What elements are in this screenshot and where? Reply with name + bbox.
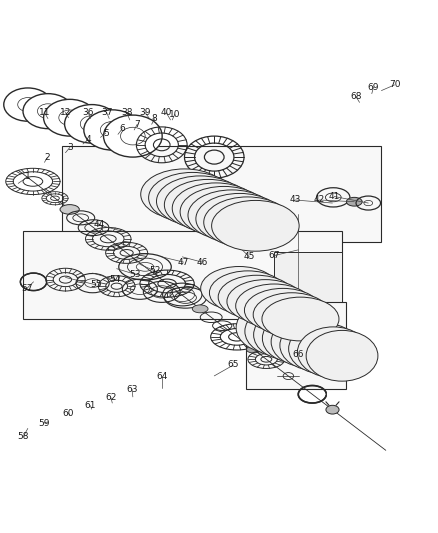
Text: 46: 46 <box>196 257 207 266</box>
Text: 36: 36 <box>82 108 94 117</box>
Text: 38: 38 <box>121 108 132 117</box>
Text: 2: 2 <box>45 152 50 161</box>
Text: 65: 65 <box>227 360 239 369</box>
Ellipse shape <box>192 305 208 313</box>
Ellipse shape <box>148 172 236 223</box>
Ellipse shape <box>246 346 260 353</box>
Ellipse shape <box>305 330 377 381</box>
Ellipse shape <box>209 271 286 314</box>
Ellipse shape <box>271 317 342 367</box>
Ellipse shape <box>200 266 277 310</box>
Ellipse shape <box>103 115 162 157</box>
Ellipse shape <box>325 405 338 414</box>
Ellipse shape <box>60 205 79 214</box>
Bar <box>274 253 341 314</box>
Ellipse shape <box>43 99 96 136</box>
Ellipse shape <box>164 180 251 230</box>
Ellipse shape <box>172 183 259 233</box>
Text: 58: 58 <box>18 432 29 441</box>
Text: 5: 5 <box>102 128 108 138</box>
Text: 67: 67 <box>268 251 279 260</box>
Ellipse shape <box>253 293 329 336</box>
Ellipse shape <box>235 284 312 328</box>
Ellipse shape <box>203 197 290 248</box>
Text: 66: 66 <box>292 350 304 359</box>
Text: 39: 39 <box>139 108 151 117</box>
Ellipse shape <box>211 200 298 251</box>
Ellipse shape <box>141 169 228 220</box>
Ellipse shape <box>64 104 119 143</box>
Text: 62: 62 <box>105 393 117 402</box>
Text: 42: 42 <box>313 196 324 205</box>
Ellipse shape <box>346 197 361 206</box>
Ellipse shape <box>84 110 141 150</box>
Bar <box>62 146 381 243</box>
Ellipse shape <box>236 302 307 353</box>
Text: 55: 55 <box>90 280 102 289</box>
Text: 68: 68 <box>350 92 361 101</box>
Ellipse shape <box>195 193 283 244</box>
Bar <box>22 231 341 319</box>
Ellipse shape <box>218 275 294 319</box>
Ellipse shape <box>187 190 275 241</box>
Text: 63: 63 <box>126 384 138 393</box>
Text: 10: 10 <box>169 110 180 119</box>
Text: 37: 37 <box>101 108 112 117</box>
Text: 40: 40 <box>160 108 171 117</box>
Ellipse shape <box>288 324 360 374</box>
Text: 57: 57 <box>21 284 32 293</box>
Text: 47: 47 <box>177 257 189 266</box>
Text: 8: 8 <box>152 114 157 123</box>
Text: 11: 11 <box>39 108 50 117</box>
Text: 45: 45 <box>243 252 254 261</box>
Ellipse shape <box>23 94 73 128</box>
Text: 41: 41 <box>328 192 339 201</box>
Ellipse shape <box>262 313 333 364</box>
Text: 12: 12 <box>60 108 71 117</box>
Ellipse shape <box>244 306 316 357</box>
Text: 6: 6 <box>119 124 125 133</box>
Text: 43: 43 <box>289 196 300 205</box>
Ellipse shape <box>244 288 321 332</box>
Text: 70: 70 <box>388 80 399 90</box>
Text: 59: 59 <box>38 418 49 427</box>
Ellipse shape <box>180 187 267 237</box>
Bar <box>245 302 346 389</box>
Bar <box>277 368 299 384</box>
Text: 64: 64 <box>155 372 167 381</box>
Text: 60: 60 <box>63 409 74 417</box>
Ellipse shape <box>156 176 244 227</box>
Ellipse shape <box>226 280 303 324</box>
Ellipse shape <box>4 88 52 121</box>
Text: 53: 53 <box>130 270 141 279</box>
Text: 1: 1 <box>25 172 31 181</box>
Text: 52: 52 <box>149 266 160 276</box>
Text: 54: 54 <box>110 275 121 284</box>
Text: 44: 44 <box>93 221 105 229</box>
Ellipse shape <box>253 309 325 360</box>
Text: 4: 4 <box>85 135 91 144</box>
Ellipse shape <box>279 320 351 370</box>
Text: 7: 7 <box>134 120 140 129</box>
Text: 61: 61 <box>85 401 96 410</box>
Text: 69: 69 <box>367 83 378 92</box>
Text: 3: 3 <box>67 143 73 152</box>
Ellipse shape <box>261 297 338 341</box>
Ellipse shape <box>297 327 368 378</box>
